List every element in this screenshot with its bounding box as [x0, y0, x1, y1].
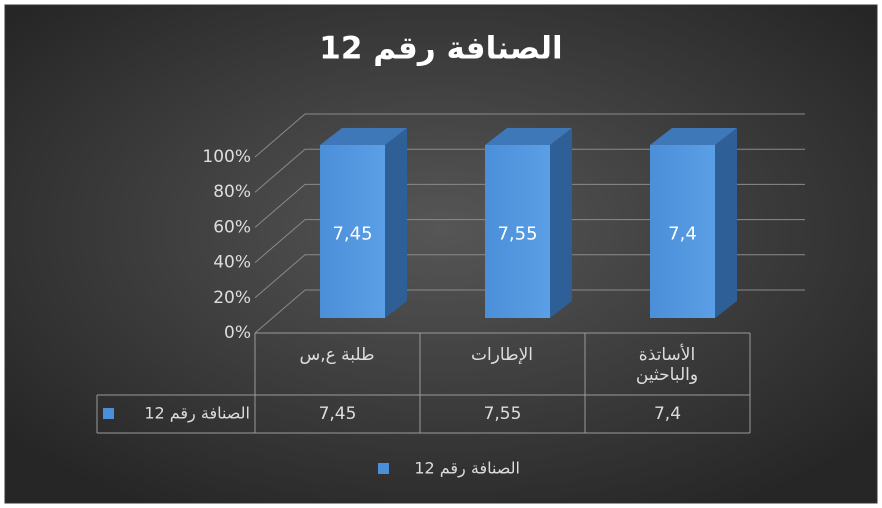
bar — [650, 128, 737, 318]
grid-line — [254, 113, 805, 158]
data-label: 7,55 — [497, 224, 537, 245]
bar-front — [320, 145, 385, 318]
y-tick-label: 40% — [213, 253, 251, 273]
legend-key — [378, 463, 389, 474]
grid-line — [254, 289, 805, 334]
bar-top — [650, 128, 737, 145]
bar-top — [320, 128, 407, 145]
chart-title: الصنافة رقم 12 — [319, 31, 562, 67]
bar-top — [485, 128, 572, 145]
y-tick-label: 0% — [224, 323, 251, 343]
bar-side — [385, 128, 407, 318]
data-label: 7,4 — [668, 224, 697, 245]
table-series-name: الصنافة رقم 12 — [144, 404, 250, 424]
bar-front — [485, 145, 550, 318]
data-label: 7,45 — [332, 224, 372, 245]
x-tick-label: الإطارات — [470, 345, 534, 365]
background — [4, 4, 878, 504]
grid-line — [254, 148, 805, 193]
y-tick-label: 80% — [213, 182, 251, 202]
bar-side — [715, 128, 737, 318]
bar — [320, 128, 407, 318]
bar-front — [650, 145, 715, 318]
bar — [485, 128, 572, 318]
bar-side — [550, 128, 572, 318]
y-tick-label: 100% — [202, 147, 251, 167]
grid-line — [254, 254, 805, 299]
x-tick-label: الأساتذة والباحثين — [635, 345, 699, 385]
grid-line — [254, 219, 805, 263]
table-cell: 7,4 — [654, 404, 681, 424]
table-legend-key — [103, 408, 114, 419]
x-tick-label: طلبة ع,س — [299, 345, 375, 365]
legend-label: الصنافة رقم 12 — [414, 459, 520, 479]
table-cell: 7,55 — [484, 404, 522, 424]
table-cell: 7,45 — [319, 404, 357, 424]
y-tick-label: 60% — [213, 217, 251, 237]
y-tick-label: 20% — [213, 288, 251, 308]
grid-line — [254, 183, 805, 228]
